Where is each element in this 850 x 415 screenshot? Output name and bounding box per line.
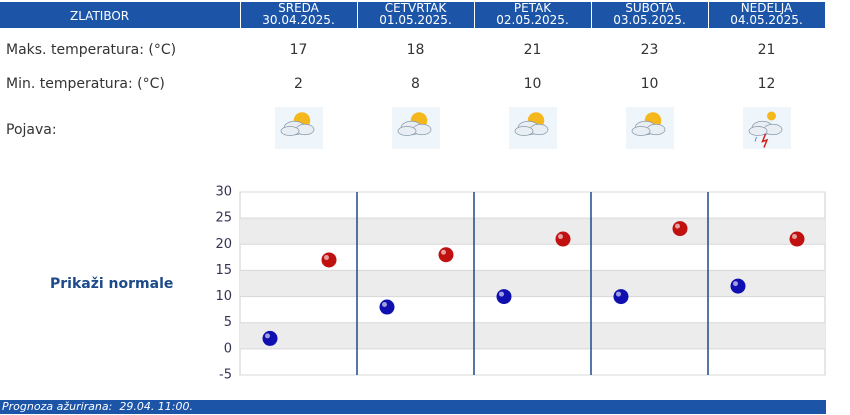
- temp-point: [438, 247, 454, 263]
- highlight: [733, 281, 738, 287]
- phenomenon-label: Pojava:: [6, 122, 57, 138]
- max-temp: 21: [523, 42, 542, 58]
- day-name: SUBOTA: [625, 1, 674, 15]
- y-tick-label: 30: [215, 185, 232, 200]
- y-tick-label: 5: [224, 315, 232, 330]
- min-temp: 10: [523, 76, 542, 92]
- weather-icon-box: [735, 107, 799, 153]
- grid-band: [240, 270, 825, 297]
- weather-icon-box: [501, 107, 565, 153]
- min-temp: 2: [294, 76, 303, 92]
- day-date: 04.05.2025.: [730, 13, 803, 27]
- grid-band: [240, 322, 825, 349]
- highlight: [265, 333, 270, 339]
- weather-icon-box: [267, 107, 331, 153]
- min-label: Min. temperatura: (°C): [6, 76, 165, 92]
- grid-band: [240, 218, 825, 245]
- y-tick-label: 10: [215, 289, 232, 304]
- highlight: [616, 291, 621, 297]
- highlight: [558, 234, 563, 240]
- weather-icon-box: [618, 107, 682, 153]
- header-divider: [708, 2, 709, 28]
- weather-icon-box: [384, 107, 448, 153]
- y-tick-label: -5: [219, 368, 232, 383]
- footer-label: Prognoza ažurirana:: [2, 400, 113, 413]
- min-temp: 12: [757, 76, 776, 92]
- day-date: 30.04.2025.: [262, 13, 335, 27]
- day-name: ČETVRTAK: [384, 1, 447, 15]
- highlight: [499, 291, 504, 297]
- temp-point: [672, 221, 688, 237]
- highlight: [675, 223, 680, 229]
- footer-time: 29.04. 11:00.: [119, 400, 194, 413]
- highlight: [382, 302, 387, 308]
- day-date: 02.05.2025.: [496, 13, 569, 27]
- weather-icon: [275, 107, 323, 149]
- header-divider: [240, 2, 241, 28]
- y-tick-label: 15: [215, 263, 232, 278]
- min-temp: 8: [411, 76, 420, 92]
- header-divider: [591, 2, 592, 28]
- temp-point: [496, 289, 512, 305]
- max-temp: 17: [289, 42, 308, 58]
- weather-icon: [392, 107, 440, 149]
- footer-bar: Prognoza ažurirana: 29.04. 11:00.: [0, 400, 826, 414]
- max-temp: 21: [757, 42, 776, 58]
- temp-point: [730, 278, 746, 294]
- weather-icon: [509, 107, 557, 149]
- day-name: SREDA: [278, 1, 319, 15]
- y-tick-label: 0: [224, 341, 232, 356]
- temp-point: [379, 299, 395, 315]
- min-temp: 10: [640, 76, 659, 92]
- temp-point: [555, 231, 571, 247]
- y-tick-label: 25: [215, 211, 232, 226]
- highlight: [792, 234, 797, 240]
- highlight: [441, 249, 446, 255]
- weather-icon: [743, 107, 791, 149]
- header-bar: [0, 2, 826, 28]
- normals-link[interactable]: Prikaži normale: [50, 276, 174, 292]
- max-temp: 23: [640, 42, 659, 58]
- day-name: PETAK: [513, 1, 552, 15]
- temp-point: [321, 252, 337, 268]
- header-divider: [825, 2, 826, 28]
- max-temp: 18: [406, 42, 425, 58]
- max-label: Maks. temperatura: (°C): [6, 42, 177, 58]
- day-date: 03.05.2025.: [613, 13, 686, 27]
- temp-point: [262, 330, 278, 346]
- temp-point: [789, 231, 805, 247]
- header-divider: [357, 2, 358, 28]
- header-divider: [474, 2, 475, 28]
- day-date: 01.05.2025.: [379, 13, 452, 27]
- highlight: [324, 254, 329, 260]
- temp-point: [613, 289, 629, 305]
- chart: -5 0 5 10 15 20 25 30: [215, 185, 826, 383]
- day-name: NEDELJA: [740, 1, 793, 15]
- weather-icon: [626, 107, 674, 149]
- location: ZLATIBOR: [70, 9, 130, 23]
- y-tick-label: 20: [215, 237, 232, 252]
